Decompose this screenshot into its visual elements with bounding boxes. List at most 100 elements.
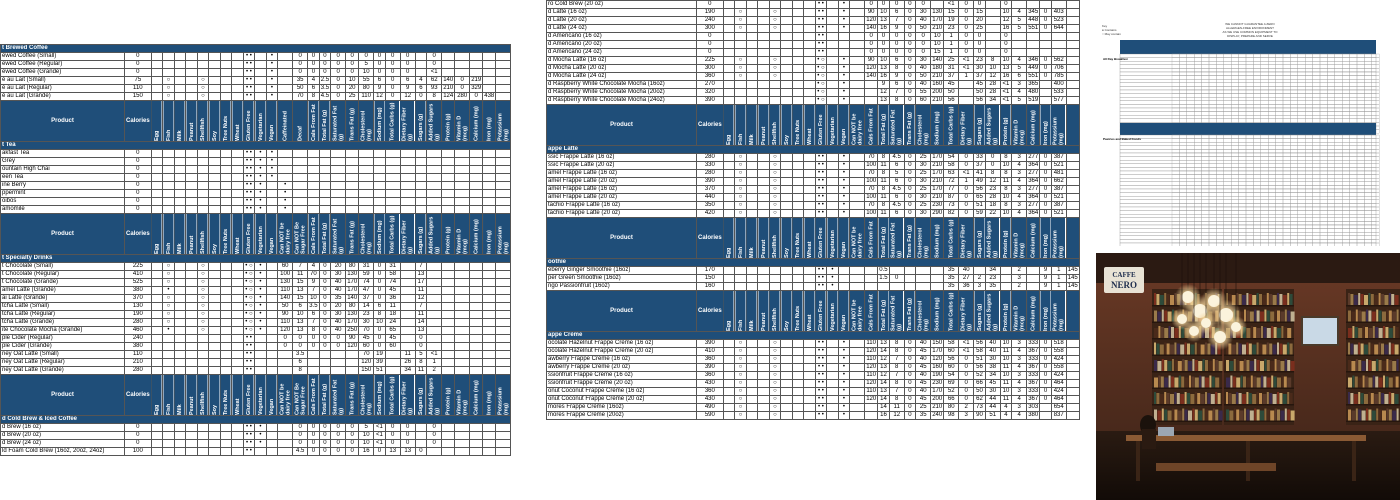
cell-value: [469, 205, 484, 214]
cell-value: • •: [814, 355, 828, 364]
cell-value: 837: [1050, 411, 1067, 420]
cell-value: [791, 387, 805, 396]
cell-value: [803, 274, 816, 283]
cell-value: [849, 0, 866, 9]
book: [1351, 311, 1356, 322]
cell-value: 4: [414, 76, 428, 85]
cell-value: [864, 96, 879, 105]
cell-value: [150, 423, 164, 432]
cell-value: 367: [1026, 347, 1041, 356]
cell-value: 0: [318, 68, 332, 77]
book: [1236, 293, 1239, 305]
cell-value: [826, 339, 839, 348]
book: [1375, 327, 1379, 338]
cell-value: 25: [915, 153, 932, 162]
cell-value: • •: [242, 157, 256, 166]
book: [1378, 310, 1382, 322]
book: [1156, 393, 1160, 404]
book: [1358, 360, 1362, 371]
product-name: d Mocha Latte (16 oz): [546, 56, 697, 65]
cell-value: ○: [768, 56, 782, 65]
cell-value: 0: [124, 205, 152, 214]
cell-value: 0: [1039, 355, 1052, 364]
cell-value: 16: [999, 24, 1013, 33]
cell-value: •: [277, 197, 294, 206]
cell-value: [208, 270, 221, 279]
book: [1277, 328, 1281, 338]
cell-value: [265, 350, 279, 359]
cell-value: [150, 278, 164, 287]
cell-value: [745, 96, 759, 105]
column-header: Fish: [734, 217, 747, 259]
book: [1182, 359, 1185, 371]
cell-value: [1065, 371, 1080, 380]
cell-value: [469, 366, 484, 375]
column-header: Wheat: [803, 290, 816, 332]
cell-value: 25: [973, 24, 986, 33]
product-name: amel Frappe Latte (16 oz): [546, 169, 697, 178]
cell-value: [173, 60, 187, 69]
cell-value: 70: [358, 350, 375, 359]
cell-value: [757, 395, 770, 404]
cell-value: •: [826, 274, 839, 283]
cell-value: 0: [1039, 24, 1052, 33]
book: [1287, 377, 1292, 388]
table-row: amel Frappe Latte (16 oz) 280 ○ ○ • • • 70 8 5 0 2…: [546, 169, 1080, 178]
cell-value: [173, 366, 187, 375]
cell-value: [915, 274, 932, 283]
cell-value: [384, 366, 401, 375]
cell-value: [231, 318, 244, 327]
cell-value: [318, 197, 332, 206]
table-row: d Brew (16 oz) 0 • • • 0 0 0 0 0 5 <1 0 0 0: [0, 423, 512, 432]
cell-value: [265, 326, 279, 335]
cell-value: 364: [1026, 161, 1041, 170]
cell-value: [162, 165, 175, 174]
cell-value: 8: [888, 96, 905, 105]
cell-value: [265, 310, 279, 319]
cell-value: [162, 334, 175, 343]
cell-value: [745, 0, 759, 9]
book: [1188, 361, 1192, 371]
cell-value: [745, 201, 759, 210]
cell-value: 40: [915, 80, 932, 89]
cell-value: [780, 153, 793, 162]
cell-value: [757, 355, 770, 364]
book: [1229, 361, 1234, 371]
book: [1348, 409, 1351, 421]
allergen-legend: Key ● Contains ○ May contain: [1102, 24, 1121, 36]
cell-value: 10: [999, 209, 1013, 218]
cell-value: 45: [943, 80, 960, 89]
cell-value: [864, 282, 879, 291]
cell-value: 0: [292, 52, 309, 61]
cell-value: [162, 455, 175, 456]
cell-value: • •: [242, 366, 256, 375]
cell-value: 4: [1011, 379, 1028, 388]
cell-value: [722, 339, 736, 348]
cell-value: 4: [1011, 88, 1028, 97]
cell-value: • •: [814, 387, 828, 396]
book: [1205, 392, 1207, 404]
cell-value: [254, 342, 267, 351]
cell-value: 28: [984, 88, 1001, 97]
thumb-section-label: Pastries and Baked Goods: [1103, 137, 1142, 141]
cell-value: 170: [930, 185, 945, 194]
cell-value: [791, 185, 805, 194]
cell-value: [219, 310, 233, 319]
cell-value: [1026, 32, 1041, 41]
cell-value: 0: [292, 439, 309, 448]
thumb-cell: [1119, 64, 1377, 69]
cell-value: 240: [930, 411, 945, 420]
cell-value: [482, 334, 497, 343]
cell-value: [162, 350, 175, 359]
cell-value: 0: [384, 68, 401, 77]
cell-value: 120: [864, 379, 879, 388]
cell-value: 387: [1050, 185, 1067, 194]
book: [1372, 375, 1375, 388]
cell-value: [173, 76, 187, 85]
cell-value: [150, 92, 164, 101]
legend-may-contain: ○ May contain: [1102, 32, 1121, 36]
cell-value: [208, 326, 221, 335]
cell-value: 424: [1050, 355, 1067, 364]
cell-value: 3: [1011, 274, 1028, 283]
column-header: Gluten Free: [815, 290, 827, 332]
